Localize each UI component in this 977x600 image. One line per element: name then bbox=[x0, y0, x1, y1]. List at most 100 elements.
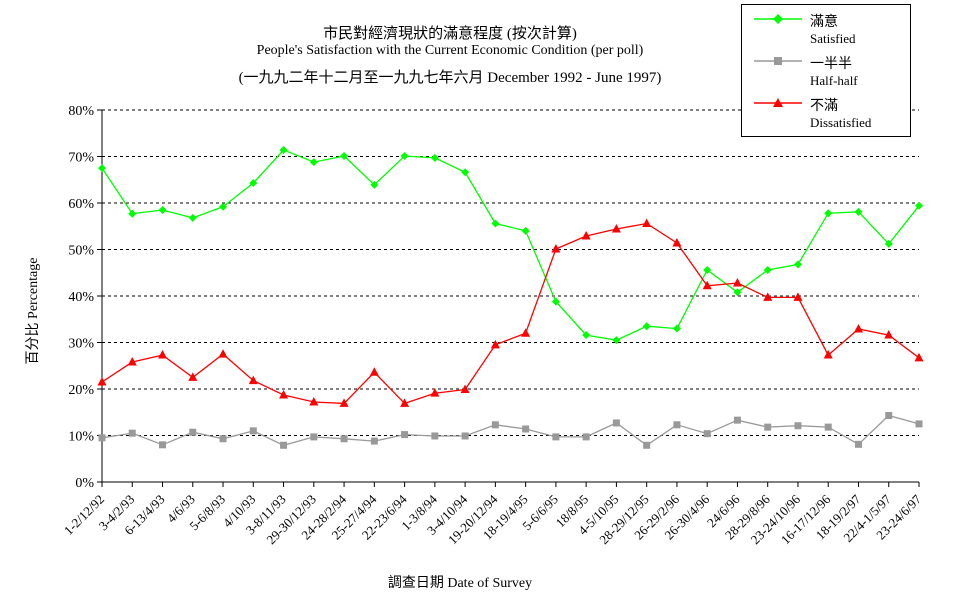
data-point-half-half bbox=[764, 423, 772, 431]
legend-label-satisfied-zh: 滿意 bbox=[810, 15, 838, 30]
legend: 滿意 Satisfied 一半半 Half-half 不滿 Dissatisfi… bbox=[741, 4, 911, 137]
data-point-satisfied bbox=[763, 265, 772, 274]
y-tick-labels: 0% 10% 20% 30% 40% 50% 60% 70% 80% bbox=[68, 104, 94, 491]
x-axis-label: 調查日期 Date of Survey bbox=[387, 576, 533, 591]
data-point-half-half bbox=[491, 421, 499, 429]
legend-label-satisfied-en: Satisfied bbox=[810, 31, 856, 46]
legend-item-half-half: 一半半 Half-half bbox=[742, 51, 910, 93]
legend-item-dissatisfied: 不滿 Dissatisfied bbox=[742, 93, 910, 135]
data-point-dissatisfied bbox=[884, 330, 894, 339]
data-point-satisfied bbox=[793, 260, 802, 269]
data-point-half-half bbox=[310, 433, 318, 441]
data-point-satisfied bbox=[521, 226, 530, 235]
data-point-half-half bbox=[189, 428, 197, 436]
data-point-satisfied bbox=[128, 209, 137, 218]
legend-label-half-half-en: Half-half bbox=[810, 73, 858, 88]
data-point-satisfied bbox=[491, 219, 500, 228]
x-tick-labels: 1-2/12/923-4/2/936-13/4/934/6/935-6/8/93… bbox=[61, 491, 925, 547]
data-point-dissatisfied bbox=[369, 367, 379, 376]
x-tick-label: 1-2/12/92 bbox=[61, 492, 107, 538]
data-point-half-half bbox=[431, 432, 439, 440]
data-point-half-half bbox=[340, 435, 348, 443]
legend-label-dissatisfied-en: Dissatisfied bbox=[810, 115, 872, 130]
chart-date-range: (一九九二年十二月至一九九七年六月 December 1992 - June 1… bbox=[238, 70, 662, 86]
data-point-satisfied bbox=[340, 152, 349, 161]
data-point-dissatisfied bbox=[853, 324, 863, 333]
data-point-dissatisfied bbox=[521, 328, 531, 337]
data-point-dissatisfied bbox=[611, 224, 621, 233]
data-point-half-half bbox=[219, 435, 227, 443]
data-point-satisfied bbox=[219, 202, 228, 211]
series-line-0 bbox=[101, 149, 920, 341]
data-point-half-half bbox=[98, 434, 106, 442]
data-point-half-half bbox=[733, 416, 741, 424]
data-point-half-half bbox=[401, 431, 409, 439]
data-point-dissatisfied bbox=[279, 390, 289, 399]
data-point-half-half bbox=[643, 441, 651, 449]
data-series bbox=[97, 145, 924, 449]
legend-marker-half-half bbox=[754, 57, 802, 65]
data-point-dissatisfied bbox=[551, 244, 561, 253]
legend-label-dissatisfied-zh: 不滿 bbox=[810, 99, 838, 114]
y-tick-label: 10% bbox=[68, 430, 94, 445]
data-point-satisfied bbox=[582, 331, 591, 340]
y-tick-label: 60% bbox=[68, 197, 94, 212]
y-tick-label: 0% bbox=[75, 476, 94, 491]
data-point-dissatisfied bbox=[793, 292, 803, 301]
legend-marker-dissatisfied bbox=[754, 98, 802, 107]
y-axis-label: 百分比 Percentage bbox=[26, 257, 41, 365]
data-point-half-half bbox=[522, 425, 530, 433]
chart-title-english: People's Satisfaction with the Current E… bbox=[256, 43, 644, 58]
data-point-dissatisfied bbox=[218, 349, 228, 358]
y-tick-label: 20% bbox=[68, 383, 94, 398]
data-point-half-half bbox=[794, 422, 802, 430]
series-line-2 bbox=[101, 222, 920, 405]
legend-label-half-half-zh: 一半半 bbox=[810, 57, 852, 72]
y-tick-label: 40% bbox=[68, 290, 94, 305]
data-point-dissatisfied bbox=[823, 350, 833, 359]
data-point-dissatisfied bbox=[127, 357, 137, 366]
data-point-half-half bbox=[612, 419, 620, 427]
data-point-half-half bbox=[824, 423, 832, 431]
data-point-dissatisfied bbox=[309, 397, 319, 406]
chart-title-chinese: 市民對經濟現狀的滿意程度 (按次計算) bbox=[323, 26, 577, 42]
data-point-dissatisfied bbox=[914, 352, 924, 362]
legend-marker-satisfied bbox=[754, 14, 802, 24]
data-point-half-half bbox=[582, 433, 590, 441]
data-point-satisfied bbox=[854, 207, 863, 216]
data-point-satisfied bbox=[400, 152, 409, 161]
data-point-dissatisfied bbox=[460, 384, 470, 393]
data-point-half-half bbox=[885, 412, 893, 420]
data-point-dissatisfied bbox=[97, 377, 107, 386]
data-point-half-half bbox=[128, 429, 136, 437]
data-point-half-half bbox=[854, 440, 862, 448]
data-point-satisfied bbox=[188, 213, 197, 222]
data-point-dissatisfied bbox=[248, 375, 258, 385]
data-point-half-half bbox=[249, 427, 257, 435]
data-point-dissatisfied bbox=[581, 231, 591, 240]
data-point-satisfied bbox=[703, 265, 712, 274]
y-tick-label: 30% bbox=[68, 337, 94, 352]
series-line-1 bbox=[101, 414, 920, 447]
data-point-dissatisfied bbox=[188, 372, 198, 381]
data-point-satisfied bbox=[461, 168, 470, 177]
y-tick-label: 80% bbox=[68, 104, 94, 119]
data-point-half-half bbox=[552, 433, 560, 441]
data-point-dissatisfied bbox=[672, 237, 682, 247]
data-point-dissatisfied bbox=[732, 277, 742, 287]
data-point-half-half bbox=[915, 420, 923, 428]
data-point-dissatisfied bbox=[642, 218, 652, 227]
data-point-dissatisfied bbox=[702, 280, 712, 290]
data-point-dissatisfied bbox=[430, 388, 440, 397]
data-point-satisfied bbox=[672, 324, 681, 333]
data-point-satisfied bbox=[98, 164, 106, 173]
data-point-half-half bbox=[461, 432, 469, 440]
data-point-dissatisfied bbox=[490, 339, 500, 349]
data-point-satisfied bbox=[430, 153, 439, 162]
data-point-satisfied bbox=[551, 297, 560, 306]
data-point-satisfied bbox=[612, 336, 621, 345]
data-point-half-half bbox=[280, 441, 288, 449]
legend-item-satisfied: 滿意 Satisfied bbox=[742, 9, 910, 51]
data-point-satisfied bbox=[158, 205, 167, 214]
